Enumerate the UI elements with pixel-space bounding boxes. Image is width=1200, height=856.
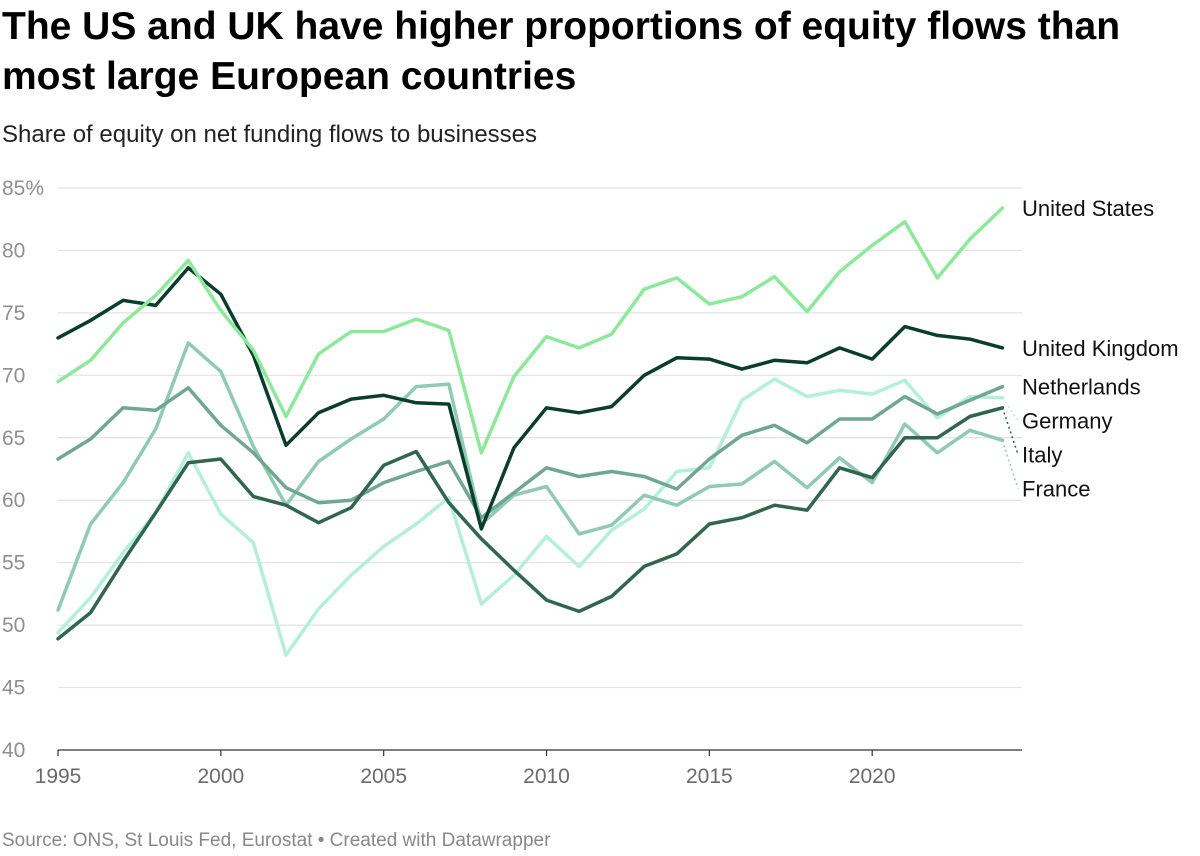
label-connector-italy <box>1001 407 1019 455</box>
series-label-germany: Germany <box>1022 409 1112 434</box>
chart-title: The US and UK have higher proportions of… <box>2 5 1121 98</box>
y-tick-label-40: 40 <box>2 739 25 762</box>
series-line-france <box>56 341 1005 612</box>
series-line-germany <box>56 377 1005 657</box>
labels-layer: United States United Kingdom Netherlands Ge… <box>1001 196 1179 502</box>
chart-subtitle: Share of equity on net funding flows to … <box>2 121 538 148</box>
series-line-united-states <box>56 206 1005 455</box>
y-tick-label-45: 45 <box>2 677 25 700</box>
series-line-netherlands <box>56 384 1005 520</box>
y-tick-label-75: 75 <box>2 302 25 325</box>
series-label-united-states: United States <box>1022 196 1154 221</box>
series-label-united-kingdom: United Kingdom <box>1022 336 1179 361</box>
x-tick-label-2015: 2015 <box>686 765 733 788</box>
x-tick-label-2000: 2000 <box>197 765 244 788</box>
lines-layer <box>56 206 1005 657</box>
y-tick-label-50: 50 <box>2 614 25 637</box>
grid-layer: 40 45 50 55 60 65 70 75 80 85% 1995 2000 2005 2010 201… <box>2 177 1022 788</box>
series-label-italy: Italy <box>1022 443 1062 468</box>
x-tick-label-2010: 2010 <box>523 765 570 788</box>
x-tick-label-1995: 1995 <box>35 765 82 788</box>
source-note: Source: ONS, St Louis Fed, Eurostat • Cr… <box>2 830 551 851</box>
y-tick-label-60: 60 <box>2 489 25 512</box>
x-tick-label-2020: 2020 <box>849 765 896 788</box>
y-tick-label-80: 80 <box>2 239 25 262</box>
label-connector-germany <box>1001 397 1019 421</box>
label-connector-france <box>1001 440 1019 489</box>
series-label-france: France <box>1022 477 1090 502</box>
series-label-netherlands: Netherlands <box>1022 375 1141 400</box>
y-tick-label-85: 85% <box>2 177 44 200</box>
y-tick-label-65: 65 <box>2 427 25 450</box>
y-tick-label-70: 70 <box>2 364 25 387</box>
series-line-united-kingdom <box>56 266 1005 531</box>
y-tick-label-55: 55 <box>2 552 25 575</box>
series-line-italy <box>56 406 1005 641</box>
x-tick-label-2005: 2005 <box>360 765 407 788</box>
